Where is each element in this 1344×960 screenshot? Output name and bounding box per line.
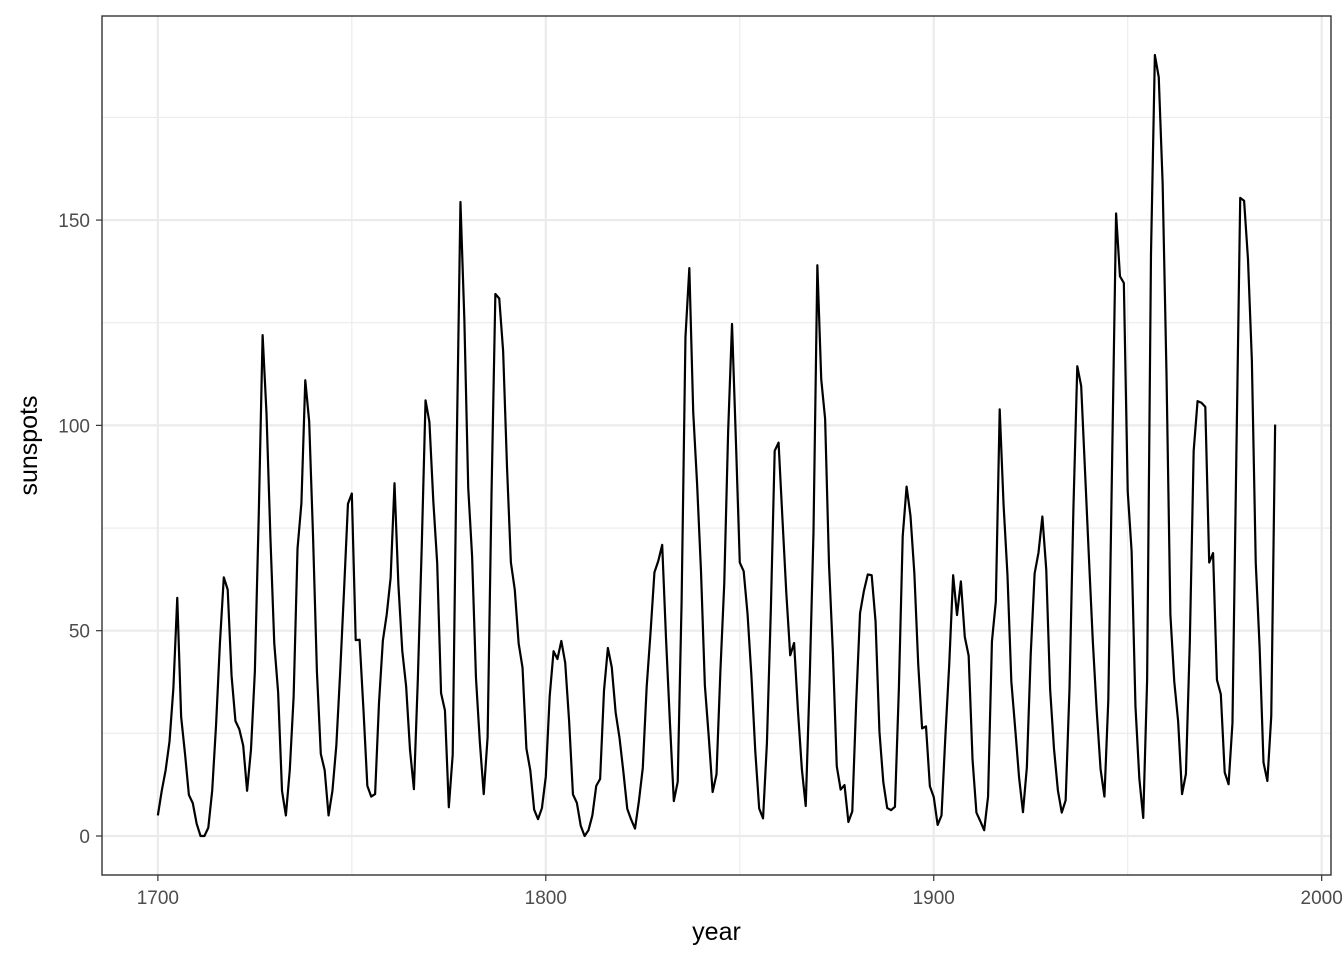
y-axis-title: sunspots [15, 395, 43, 495]
x-axis-title: year [692, 918, 741, 946]
x-tick-label: 1900 [913, 888, 955, 909]
x-tick-label: 2000 [1301, 888, 1343, 909]
series-layer [156, 53, 1277, 838]
x-tick-label: 1700 [137, 888, 179, 909]
y-tick-label: 0 [79, 827, 90, 848]
y-tick-label: 150 [58, 211, 90, 232]
y-tick-label: 50 [69, 622, 90, 643]
panel-border [101, 15, 1332, 876]
x-axis: 1700 1800 1900 2000 [137, 875, 1343, 909]
y-axis: 0 50 100 150 [58, 211, 102, 848]
x-tick-label: 1800 [525, 888, 567, 909]
y-tick-label: 100 [58, 416, 90, 437]
sunspots-series-line [156, 53, 1277, 838]
major-gridlines [102, 16, 1331, 875]
